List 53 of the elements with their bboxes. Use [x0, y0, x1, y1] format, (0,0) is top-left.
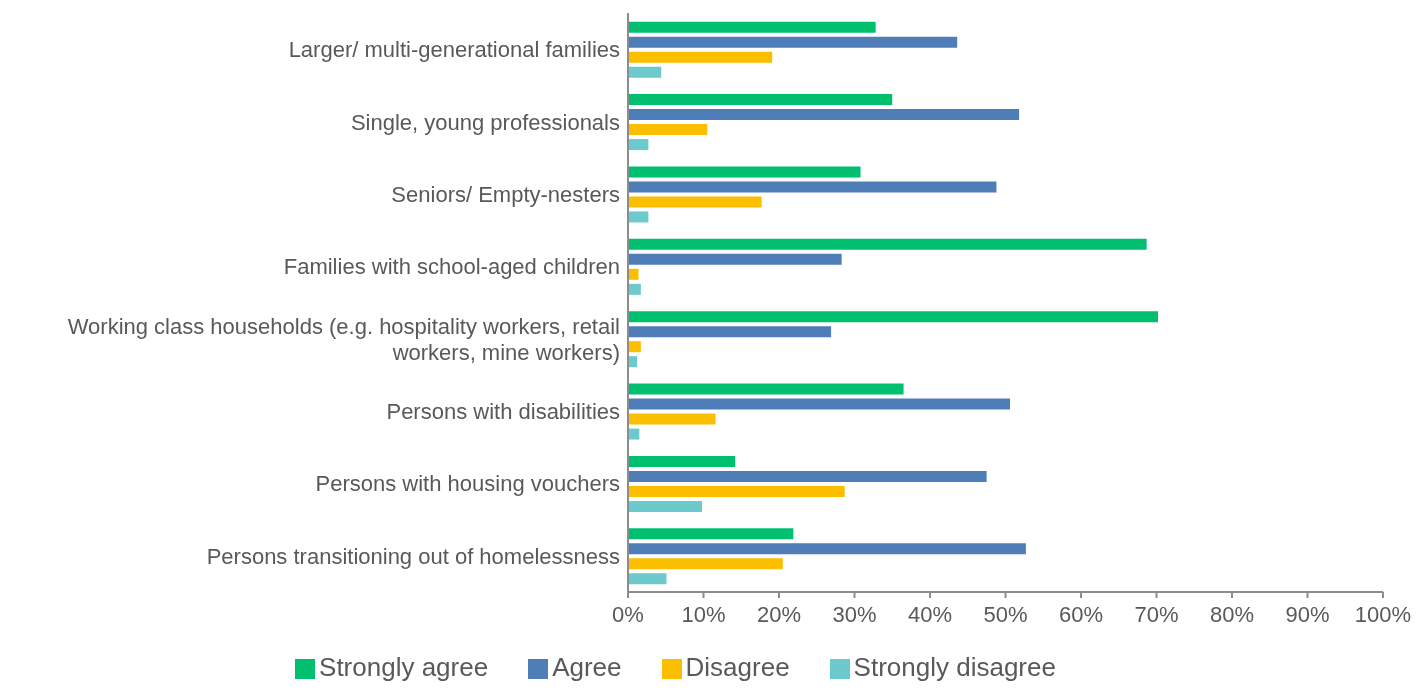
bar	[628, 341, 641, 353]
y-tick-label: Persons transitioning out of homelessness	[206, 543, 620, 569]
x-tick-label: 0%	[612, 601, 644, 627]
y-tick-label: Larger/ multi-generational families	[288, 36, 620, 62]
bar	[628, 500, 702, 512]
x-tick-label: 20%	[756, 601, 802, 627]
bar	[628, 181, 997, 193]
bar	[628, 470, 987, 482]
legend-label: Disagree	[685, 652, 790, 682]
bar	[628, 528, 794, 540]
bar	[628, 21, 876, 33]
bar	[628, 383, 904, 395]
x-tick-label: 40%	[907, 601, 953, 627]
x-tick-label: 60%	[1058, 601, 1104, 627]
bar	[628, 543, 1026, 555]
bar	[628, 51, 773, 63]
y-tick-label: Single, young professionals	[350, 109, 620, 135]
bar	[628, 66, 662, 78]
x-tick-label: 10%	[681, 601, 726, 627]
x-tick-label: 50%	[983, 601, 1028, 627]
bar	[628, 413, 716, 425]
legend-label: Agree	[552, 652, 622, 682]
bar	[628, 36, 958, 48]
bar	[628, 196, 762, 208]
bar	[628, 109, 1020, 121]
bar	[628, 326, 832, 338]
x-tick-label: 30%	[832, 601, 877, 627]
bar	[628, 283, 641, 295]
x-tick-label: 100%	[1354, 601, 1412, 627]
bar	[628, 94, 893, 106]
bar	[628, 166, 861, 178]
y-tick-label: Seniors/ Empty-nesters	[391, 181, 620, 207]
legend-label: Strongly agree	[319, 652, 489, 682]
x-tick-label: 90%	[1285, 601, 1330, 627]
bar	[628, 139, 649, 151]
bar	[628, 211, 649, 223]
y-tick-label: Persons with housing vouchers	[315, 470, 620, 496]
x-tick-label: 80%	[1209, 601, 1255, 627]
bar	[628, 573, 667, 585]
y-tick-label: Families with school-aged children	[283, 253, 620, 279]
legend-label: Strongly disagree	[853, 652, 1056, 682]
bar	[628, 253, 842, 265]
bar	[628, 455, 736, 467]
bar	[628, 398, 1011, 410]
bar	[628, 124, 708, 136]
bar	[628, 311, 1159, 323]
bar	[628, 558, 783, 570]
y-tick-label: Persons with disabilities	[386, 398, 620, 424]
bar	[628, 268, 639, 280]
y-tick-label: Working class households (e.g. hospitality workers, retail workers, mine workers)	[67, 313, 620, 365]
x-tick-label: 70%	[1134, 601, 1179, 627]
bar	[628, 238, 1147, 250]
bar	[628, 485, 845, 497]
